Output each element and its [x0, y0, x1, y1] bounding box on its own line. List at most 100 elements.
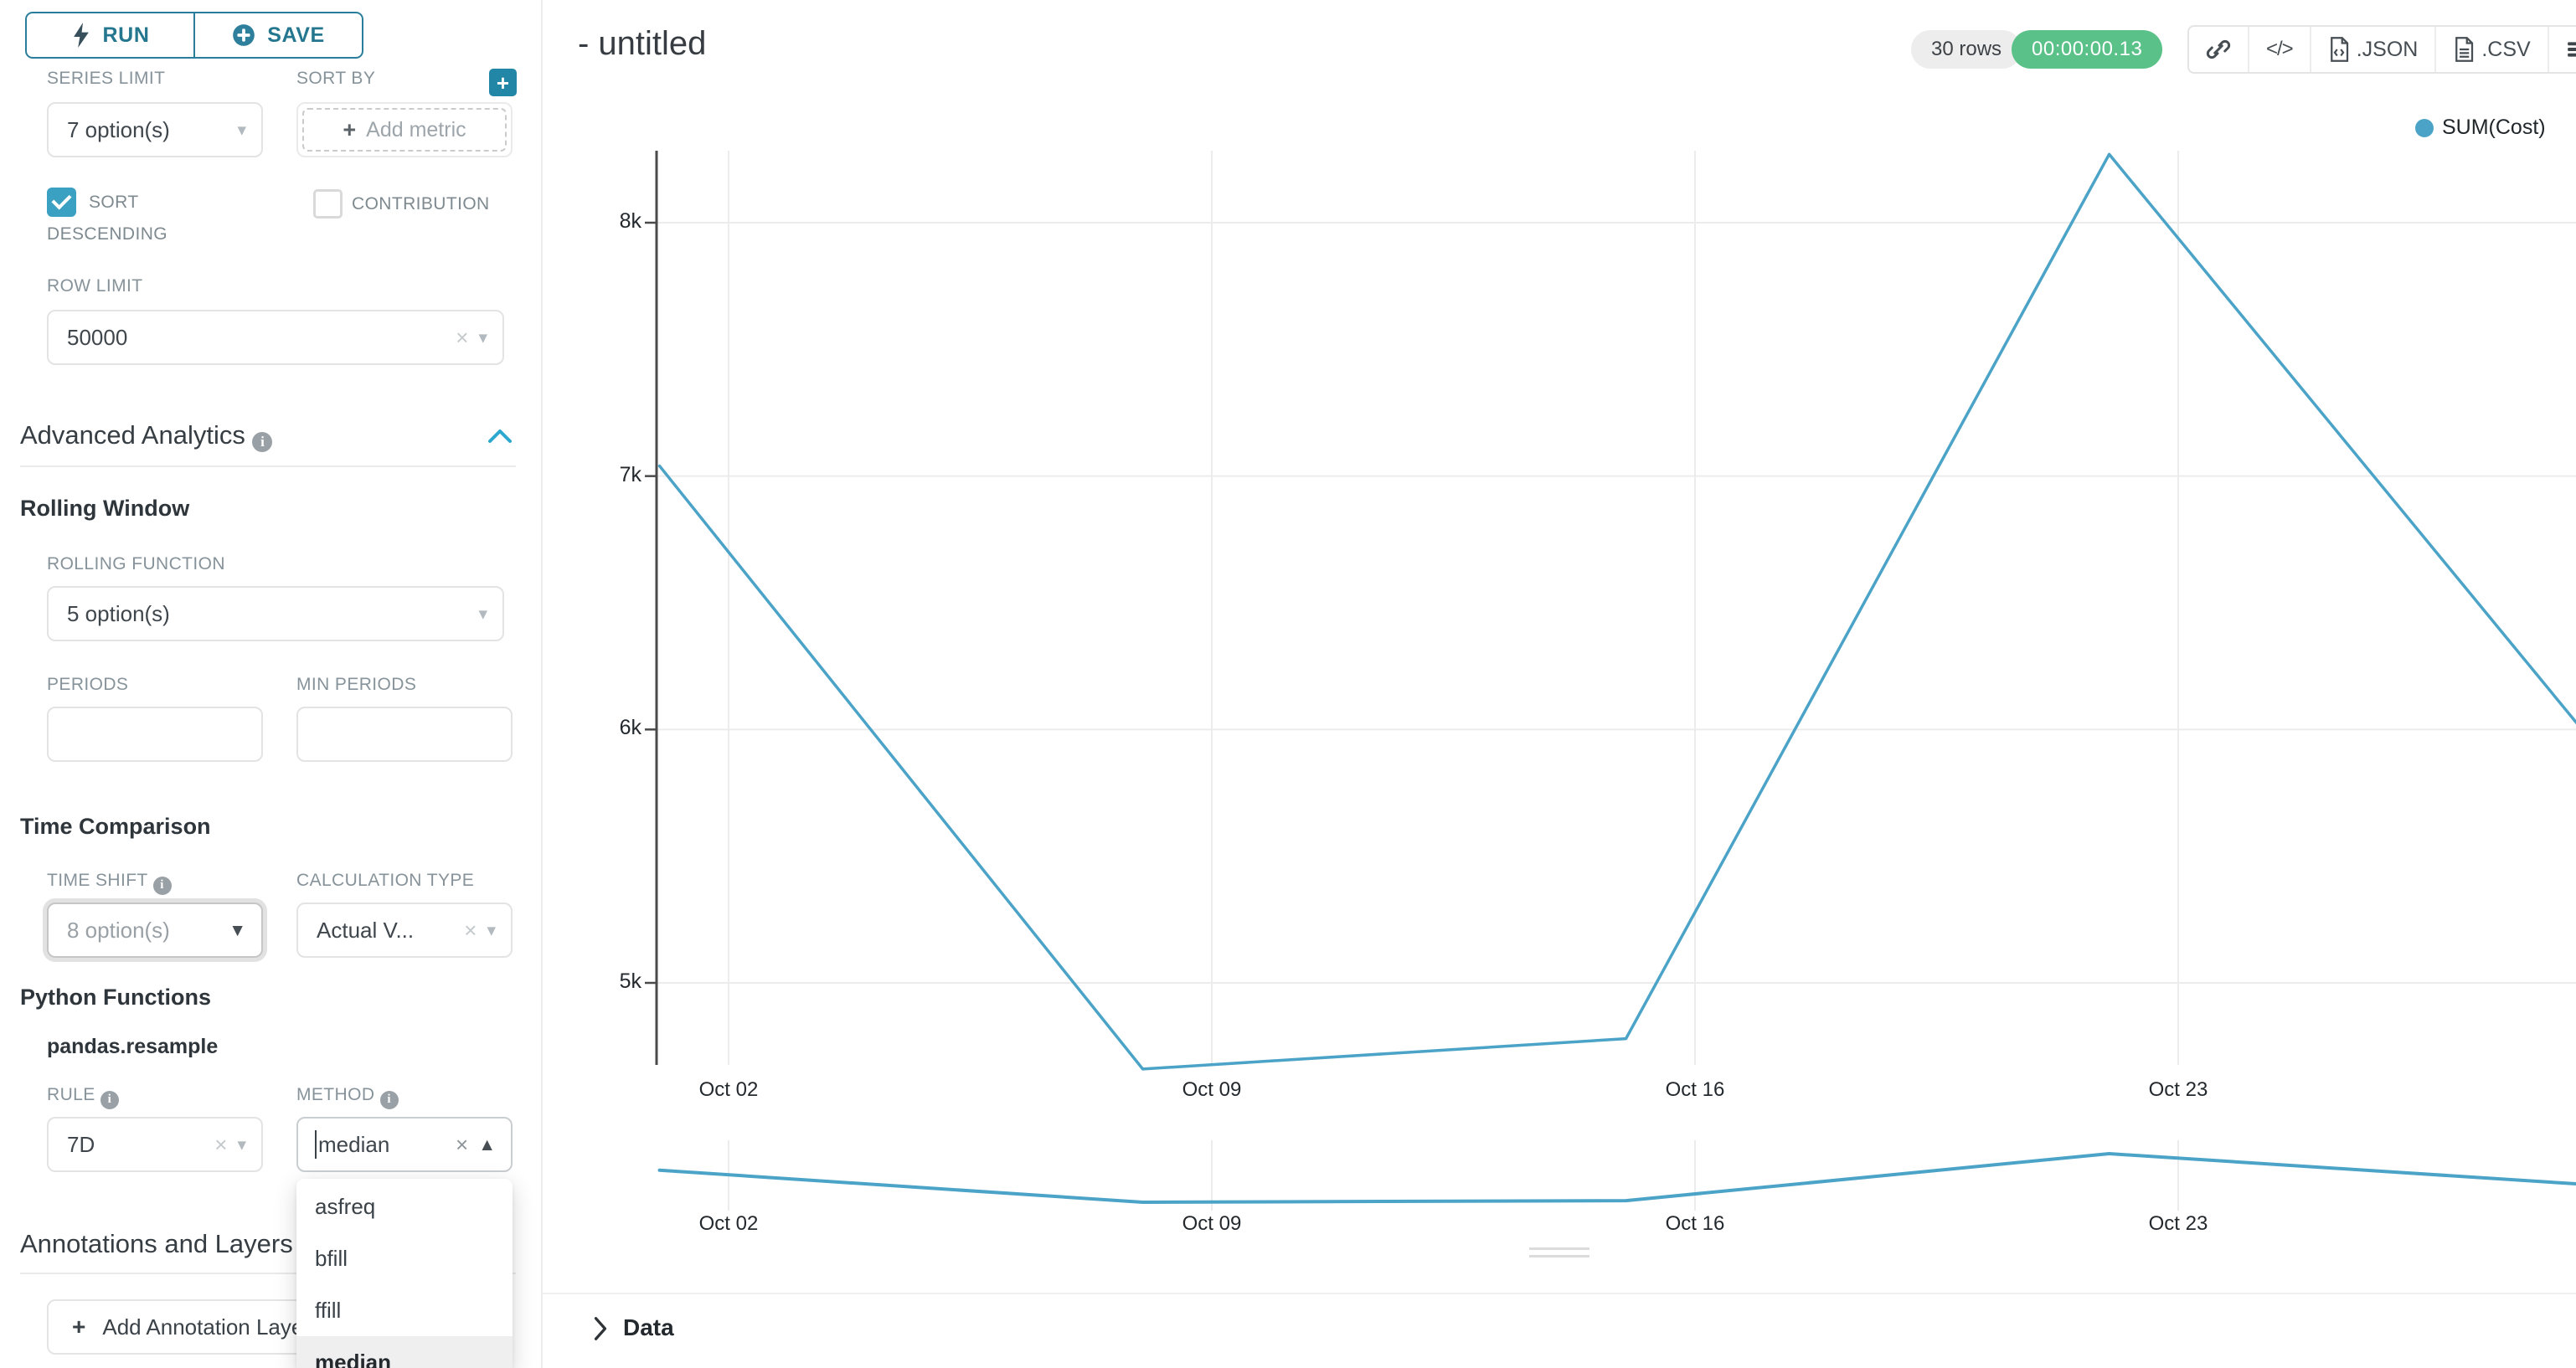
expand-chevron-right-icon[interactable]	[591, 1316, 610, 1341]
legend-series-name: SUM(Cost)	[2442, 116, 2546, 139]
rolling-function-select[interactable]: 5 option(s) ▾	[47, 586, 504, 641]
save-button-label: SAVE	[267, 23, 325, 47]
x-axis-tick-label: Oct 02	[698, 1078, 759, 1101]
export-csv-label: .CSV	[2481, 37, 2531, 61]
circle-plus-icon	[233, 24, 255, 46]
code-icon: </>	[2266, 38, 2294, 60]
method-label: METHOD i	[296, 1085, 399, 1109]
contribution-checkbox[interactable]	[313, 189, 343, 219]
calculation-type-label: CALCULATION TYPE	[296, 871, 475, 890]
chevron-down-icon: ▾	[478, 327, 487, 347]
legend-item-sum-cost[interactable]: SUM(Cost)	[2415, 116, 2546, 140]
section-divider	[20, 465, 516, 467]
rule-label-text: RULE	[47, 1085, 95, 1104]
sort-descending-label-line2: DESCENDING	[47, 224, 168, 244]
info-icon[interactable]: i	[379, 1090, 399, 1109]
add-metric-placeholder: Add metric	[366, 117, 466, 141]
rule-label: RULE i	[47, 1085, 119, 1109]
plus-icon: +	[72, 1314, 86, 1340]
y-axis-tick-label: 6k	[619, 716, 641, 740]
run-button[interactable]: RUN	[27, 13, 195, 57]
method-option-ffill[interactable]: ffill	[315, 1297, 342, 1323]
row-limit-value: 50000	[67, 324, 128, 350]
periods-input[interactable]	[47, 707, 263, 762]
csv-file-icon	[2455, 37, 2474, 62]
row-limit-label: ROW LIMIT	[47, 276, 143, 296]
rolling-function-label: ROLLING FUNCTION	[47, 554, 225, 573]
control-panel-sidebar: RUN SAVE SERIES LIMIT SORT BY + 7 option…	[0, 0, 543, 1368]
data-panel-divider	[543, 1293, 2576, 1294]
clear-icon[interactable]: ×	[456, 1132, 469, 1157]
clear-icon[interactable]: ×	[456, 325, 469, 350]
time-shift-label-text: TIME SHIFT	[47, 871, 148, 890]
min-periods-label: MIN PERIODS	[296, 675, 417, 694]
x-axis-tick-label: Oct 09	[1182, 1078, 1242, 1101]
chevron-up-icon: ▲	[478, 1134, 496, 1155]
x-axis-tick-label: Oct 23	[2148, 1078, 2208, 1101]
calculation-type-value: Actual V...	[317, 917, 415, 943]
chevron-down-icon: ▾	[478, 604, 487, 624]
time-shift-select[interactable]: 8 option(s) ▼	[47, 903, 263, 958]
chart-actions-button-group: </> .JSON .CSV	[2187, 25, 2576, 74]
row-limit-select[interactable]: 50000 × ▾	[47, 310, 504, 365]
time-shift-value: 8 option(s)	[67, 917, 170, 943]
info-icon[interactable]: i	[152, 876, 172, 895]
sort-by-add-metric-button[interactable]: + Add metric	[296, 102, 513, 157]
copy-link-button[interactable]	[2189, 27, 2249, 72]
sort-descending-checkbox[interactable]	[47, 188, 76, 217]
chevron-down-icon: ▼	[229, 920, 246, 940]
preview-x-axis-tick-label: Oct 09	[1182, 1212, 1242, 1235]
series-limit-select[interactable]: 7 option(s) ▾	[47, 102, 263, 157]
add-annotation-layer-label: Add Annotation Layer	[102, 1314, 311, 1340]
chart-menu-button[interactable]	[2549, 27, 2576, 72]
min-periods-input[interactable]	[296, 707, 513, 762]
export-csv-button[interactable]: .CSV	[2436, 27, 2549, 72]
info-icon[interactable]: i	[252, 432, 273, 452]
rule-select[interactable]: 7D × ▾	[47, 1117, 263, 1172]
add-sort-metric-plus-button[interactable]: +	[489, 69, 517, 96]
time-comparison-heading: Time Comparison	[20, 814, 211, 839]
preview-x-axis-tick-label: Oct 23	[2148, 1212, 2208, 1235]
chevron-down-icon: ▾	[487, 920, 496, 940]
rule-value: 7D	[67, 1131, 95, 1157]
data-panel-title[interactable]: Data	[623, 1314, 674, 1340]
time-shift-label: TIME SHIFT i	[47, 871, 172, 895]
method-option-median[interactable]: median	[296, 1336, 513, 1368]
run-button-label: RUN	[102, 23, 150, 47]
chevron-down-icon: ▾	[237, 120, 246, 140]
annotations-layers-heading: Annotations and Layers	[20, 1229, 293, 1258]
chevron-down-icon: ▾	[237, 1134, 246, 1155]
save-button[interactable]: SAVE	[195, 13, 362, 57]
x-axis-tick-label: Oct 16	[1665, 1078, 1725, 1101]
plus-icon: +	[343, 116, 357, 142]
export-json-label: .JSON	[2356, 37, 2419, 61]
calculation-type-select[interactable]: Actual V... × ▾	[296, 903, 513, 958]
method-select-open[interactable]: median × ▲	[296, 1117, 513, 1172]
collapse-chevron-up-icon[interactable]	[487, 429, 513, 444]
series-limit-label: SERIES LIMIT	[47, 69, 166, 88]
preview-x-axis-tick-label: Oct 16	[1665, 1212, 1725, 1235]
sort-by-label: SORT BY	[296, 69, 376, 88]
clear-icon[interactable]: ×	[214, 1132, 228, 1157]
text-cursor	[315, 1130, 317, 1159]
method-option-asfreq[interactable]: asfreq	[315, 1193, 376, 1219]
clear-icon[interactable]: ×	[464, 918, 477, 943]
section-divider	[20, 1273, 516, 1274]
rolling-window-heading: Rolling Window	[20, 496, 190, 521]
y-axis-tick-label: 7k	[619, 462, 641, 486]
sort-descending-label-line1: SORT	[89, 193, 139, 212]
info-icon[interactable]: i	[100, 1090, 119, 1109]
advanced-analytics-title: Advanced Analytics	[20, 420, 245, 450]
view-query-button[interactable]: </>	[2249, 27, 2311, 72]
run-save-button-group: RUN SAVE	[25, 12, 363, 59]
method-option-bfill[interactable]: bfill	[315, 1245, 348, 1271]
lightning-bolt-icon	[73, 23, 89, 48]
export-json-button[interactable]: .JSON	[2311, 27, 2437, 72]
advanced-analytics-header[interactable]: Advanced Analytics i	[20, 420, 273, 452]
legend-series-dot	[2415, 118, 2434, 137]
chart-title: - untitled	[578, 25, 707, 62]
y-axis-tick-label: 8k	[619, 209, 641, 233]
rolling-function-value: 5 option(s)	[67, 600, 170, 626]
contribution-label: CONTRIBUTION	[352, 194, 490, 213]
